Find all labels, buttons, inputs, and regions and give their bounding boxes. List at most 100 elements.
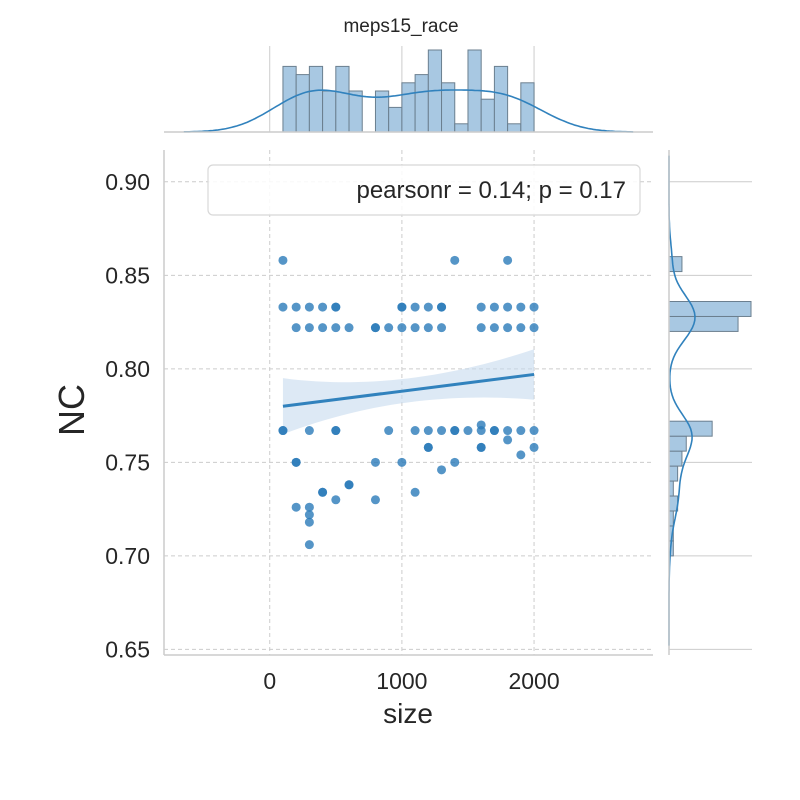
data-point <box>503 323 513 333</box>
data-point <box>384 323 394 333</box>
x-histogram-bar <box>520 82 535 133</box>
y-histogram-bar <box>668 465 679 482</box>
legend-text: pearsonr = 0.14; p = 0.17 <box>356 177 626 204</box>
data-point <box>291 323 301 333</box>
data-point <box>489 302 499 312</box>
data-point <box>450 255 460 265</box>
data-point <box>291 302 301 312</box>
chart-title: meps15_race <box>343 16 458 37</box>
y-histogram-bar <box>668 301 752 317</box>
data-point <box>489 323 499 333</box>
x-tick-label: 0 <box>263 668 276 694</box>
data-point <box>397 323 407 333</box>
data-point <box>463 426 473 436</box>
data-point <box>304 510 314 520</box>
data-point <box>318 487 328 497</box>
y-histogram-bar <box>668 450 683 467</box>
x-histogram-bar <box>295 74 310 133</box>
data-point <box>304 502 314 512</box>
scatter-points <box>278 255 539 550</box>
x-histogram-bar <box>308 65 324 133</box>
y-tick-label: 0.80 <box>105 356 150 382</box>
data-point <box>304 323 314 333</box>
data-point <box>437 323 447 333</box>
data-point <box>476 323 486 333</box>
y-histogram-bar <box>668 315 739 332</box>
data-point <box>384 426 394 436</box>
y-tick-label: 0.65 <box>105 636 150 662</box>
data-point <box>331 302 341 312</box>
data-point <box>304 302 314 312</box>
regression-line <box>282 372 535 408</box>
data-point <box>516 323 526 333</box>
data-point <box>516 302 526 312</box>
x-histogram-bar <box>335 65 350 133</box>
y-tick-label: 0.90 <box>105 169 150 195</box>
data-point <box>489 426 499 436</box>
right-histogram-grid <box>669 181 752 650</box>
data-point <box>529 442 539 452</box>
legend: pearsonr = 0.14; p = 0.17 <box>207 164 641 216</box>
data-point <box>410 302 420 312</box>
x-histogram-bar <box>454 123 469 133</box>
data-point <box>410 323 420 333</box>
data-point <box>318 323 328 333</box>
data-point <box>291 457 301 467</box>
y-kde-curve <box>668 155 696 646</box>
x-histogram-bar <box>480 98 495 133</box>
data-point <box>437 302 447 312</box>
data-point <box>278 255 288 265</box>
y-tick-labels: 0.65 0.70 0.75 0.80 0.85 0.90 <box>105 169 150 663</box>
data-point <box>423 323 433 333</box>
x-histogram-bar <box>401 82 416 133</box>
x-kde-curve <box>183 89 634 133</box>
data-point <box>370 457 380 467</box>
data-point <box>344 480 354 490</box>
x-histogram-bar <box>493 65 509 133</box>
y-tick-label: 0.70 <box>105 543 150 569</box>
regression-layer <box>282 349 535 435</box>
data-point <box>516 426 526 436</box>
data-point <box>291 502 301 512</box>
data-point <box>476 426 486 436</box>
data-point <box>450 457 460 467</box>
right-marginal-histogram <box>668 155 752 646</box>
data-point <box>370 323 380 333</box>
data-point <box>304 540 314 550</box>
data-point <box>529 426 539 436</box>
data-point <box>331 426 341 436</box>
main-grid <box>164 150 653 655</box>
y-axis-label: NC <box>51 384 92 436</box>
y-tick-label: 0.85 <box>105 262 150 288</box>
y-tick-label: 0.75 <box>105 449 150 475</box>
data-point <box>529 323 539 333</box>
data-point <box>437 426 447 436</box>
x-tick-label: 2000 <box>508 668 559 694</box>
x-histogram-bar <box>388 106 403 133</box>
data-point <box>503 435 513 445</box>
data-point <box>397 302 407 312</box>
y-histogram-bar <box>668 435 687 452</box>
x-histogram-bar <box>348 90 363 133</box>
data-point <box>278 426 288 436</box>
data-point <box>423 442 433 452</box>
top-marginal-histogram <box>183 49 634 133</box>
data-point <box>304 517 314 527</box>
data-point <box>503 302 513 312</box>
x-tick-labels: 0 1000 2000 <box>263 668 559 694</box>
data-point <box>278 302 288 312</box>
data-point <box>423 302 433 312</box>
data-point <box>304 426 314 436</box>
data-point <box>476 302 486 312</box>
legend-box <box>207 164 641 216</box>
data-point <box>529 302 539 312</box>
x-histogram-bar <box>507 123 522 133</box>
x-histogram-bar <box>322 90 337 133</box>
data-point <box>503 426 513 436</box>
data-point <box>503 255 513 265</box>
data-point <box>331 495 341 505</box>
data-point <box>318 302 328 312</box>
data-point <box>410 487 420 497</box>
y-histogram-bar <box>668 256 683 273</box>
